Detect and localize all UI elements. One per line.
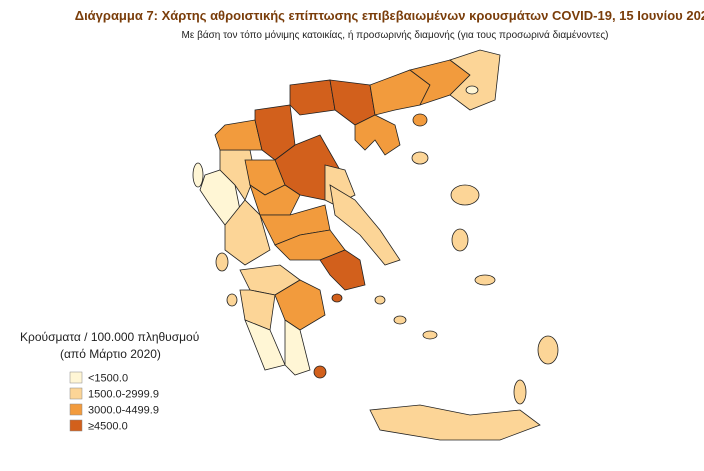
- legend-swatch: [69, 403, 83, 416]
- map: [192, 49, 559, 441]
- legend-label: ≥4500.0: [88, 421, 128, 433]
- legend-label: <1500.0: [88, 373, 128, 385]
- legend-title: Κρούσματα / 100.000 πληθυσμού: [20, 330, 199, 344]
- subtitle: Με βάση τον τόπο μόνιμης κατοικίας, ή πρ…: [182, 29, 609, 41]
- legend: <1500.0 1500.0-2999.9 3000.0-4499.9 ≥4500.0: [69, 371, 159, 433]
- legend-swatch: [69, 371, 83, 384]
- legend-label: 3000.0-4499.9: [88, 405, 159, 417]
- legend-subtitle: (από Μάρτιο 2020): [60, 347, 161, 361]
- legend-label: 1500.0-2999.9: [88, 389, 159, 401]
- legend-swatch: [69, 387, 83, 400]
- title: Διάγραμμα 7: Χάρτης αθροιστικής επίπτωση…: [75, 8, 704, 23]
- legend-swatch: [69, 419, 83, 432]
